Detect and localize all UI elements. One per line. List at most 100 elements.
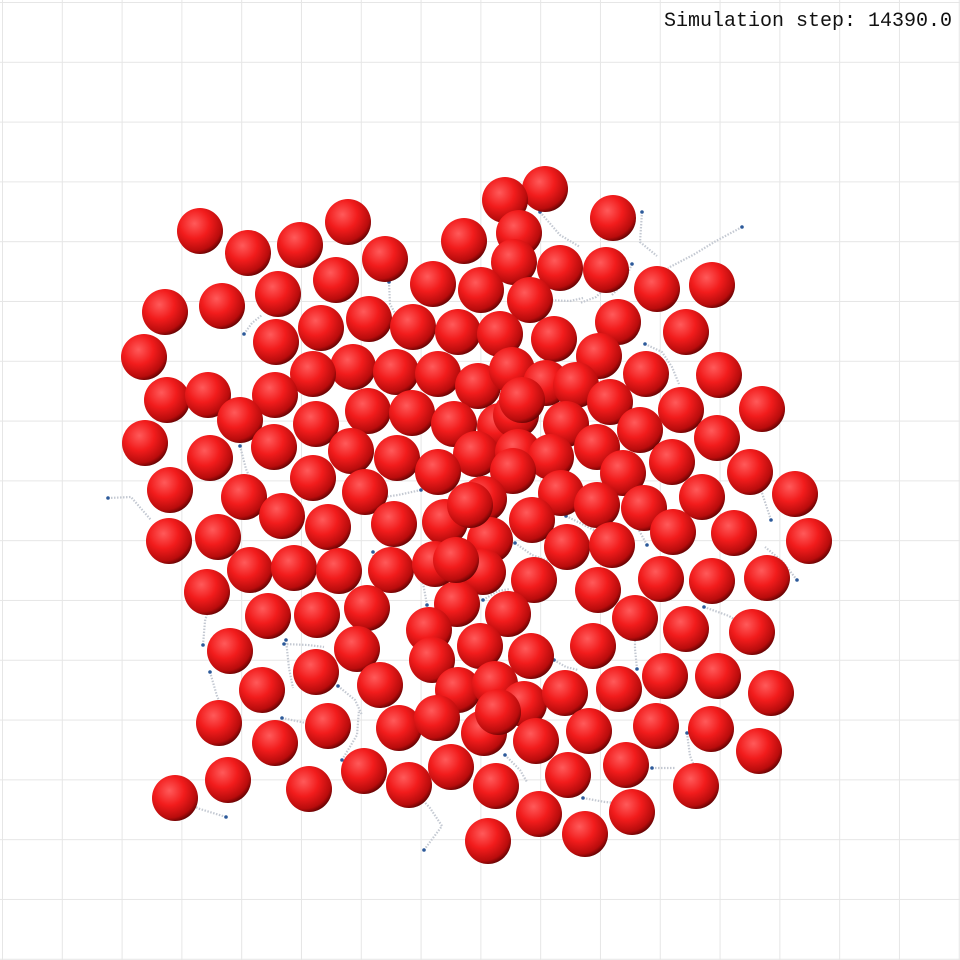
particle-sphere	[294, 592, 340, 638]
particle-sphere	[603, 742, 649, 788]
particle-sphere	[187, 435, 233, 481]
particle-sphere	[390, 304, 436, 350]
particle-sphere	[748, 670, 794, 716]
particle-sphere	[727, 449, 773, 495]
trail-head-marker	[643, 342, 647, 346]
trail-head-marker	[635, 667, 639, 671]
particle-sphere	[252, 720, 298, 766]
particle-sphere	[371, 501, 417, 547]
particle-trail	[553, 659, 579, 672]
particle-sphere	[290, 351, 336, 397]
trail-head-marker	[284, 638, 288, 642]
particle-sphere	[516, 791, 562, 837]
particle-sphere	[513, 718, 559, 764]
trail-head-marker	[769, 518, 773, 522]
particle-trail	[107, 495, 152, 521]
particle-sphere	[345, 388, 391, 434]
particle-sphere	[142, 289, 188, 335]
trail-head-marker	[422, 848, 426, 852]
trail-head-marker	[282, 642, 286, 646]
particle-sphere	[542, 670, 588, 716]
particle-sphere	[465, 818, 511, 864]
particle-sphere	[511, 557, 557, 603]
particle-sphere	[227, 547, 273, 593]
particle-sphere	[600, 450, 646, 496]
particle-trail	[383, 488, 422, 499]
particle-sphere	[185, 372, 231, 418]
particle-sphere	[696, 352, 742, 398]
particle-sphere	[252, 372, 298, 418]
particle-sphere	[199, 283, 245, 329]
trail-head-marker	[238, 444, 242, 448]
particle-sphere	[305, 703, 351, 749]
particle-sphere	[507, 277, 553, 323]
particle-sphere	[374, 435, 420, 481]
particle-sphere	[316, 548, 362, 594]
particle-sphere	[415, 449, 461, 495]
particle-sphere	[650, 509, 696, 555]
trail-head-marker	[371, 550, 375, 554]
particle-sphere	[458, 267, 504, 313]
particle-trail	[284, 639, 295, 689]
particle-sphere	[177, 208, 223, 254]
particle-sphere	[473, 763, 519, 809]
particle-sphere	[435, 309, 481, 355]
particle-sphere	[255, 271, 301, 317]
particle-sphere	[562, 811, 608, 857]
particle-layer	[121, 166, 832, 864]
particle-sphere	[522, 166, 568, 212]
particle-sphere	[286, 766, 332, 812]
trail-head-marker	[425, 603, 429, 607]
particle-sphere	[772, 471, 818, 517]
particle-trail	[283, 642, 325, 649]
particle-sphere	[251, 424, 297, 470]
particle-sphere	[205, 757, 251, 803]
particle-sphere	[146, 518, 192, 564]
trail-head-marker	[419, 488, 423, 492]
particle-sphere	[673, 763, 719, 809]
particle-sphere	[634, 266, 680, 312]
particle-sphere	[736, 728, 782, 774]
particle-sphere	[221, 474, 267, 520]
particle-sphere	[415, 351, 461, 397]
particle-sphere	[575, 567, 621, 613]
particle-sphere	[144, 377, 190, 423]
particle-sphere	[217, 397, 263, 443]
particle-sphere	[313, 257, 359, 303]
particle-sphere	[293, 649, 339, 695]
particle-sphere	[545, 752, 591, 798]
particle-sphere	[553, 362, 599, 408]
particle-sphere	[509, 497, 555, 543]
particle-sphere	[499, 377, 545, 423]
trail-head-marker	[702, 605, 706, 609]
particle-sphere	[298, 305, 344, 351]
particle-sphere	[328, 428, 374, 474]
particle-sphere	[491, 239, 537, 285]
particle-sphere	[290, 455, 336, 501]
particle-sphere	[663, 606, 709, 652]
particle-sphere	[612, 595, 658, 641]
particle-trail	[514, 542, 549, 563]
particle-sphere	[305, 504, 351, 550]
particle-sphere	[508, 633, 554, 679]
particle-trail	[387, 281, 397, 316]
particle-sphere	[477, 311, 523, 357]
trail-head-marker	[740, 225, 744, 229]
particle-sphere	[386, 762, 432, 808]
particle-sphere	[207, 628, 253, 674]
trail-head-marker	[503, 753, 507, 757]
particle-sphere	[694, 415, 740, 461]
particle-sphere	[658, 387, 704, 433]
particle-trail	[644, 343, 681, 385]
particle-sphere	[409, 637, 455, 683]
particle-sphere	[410, 261, 456, 307]
particle-sphere	[389, 390, 435, 436]
particle-sphere	[253, 319, 299, 365]
trail-head-marker	[513, 541, 517, 545]
particle-sphere	[642, 653, 688, 699]
particle-sphere	[786, 518, 832, 564]
particle-sphere	[344, 585, 390, 631]
particle-sphere	[583, 247, 629, 293]
